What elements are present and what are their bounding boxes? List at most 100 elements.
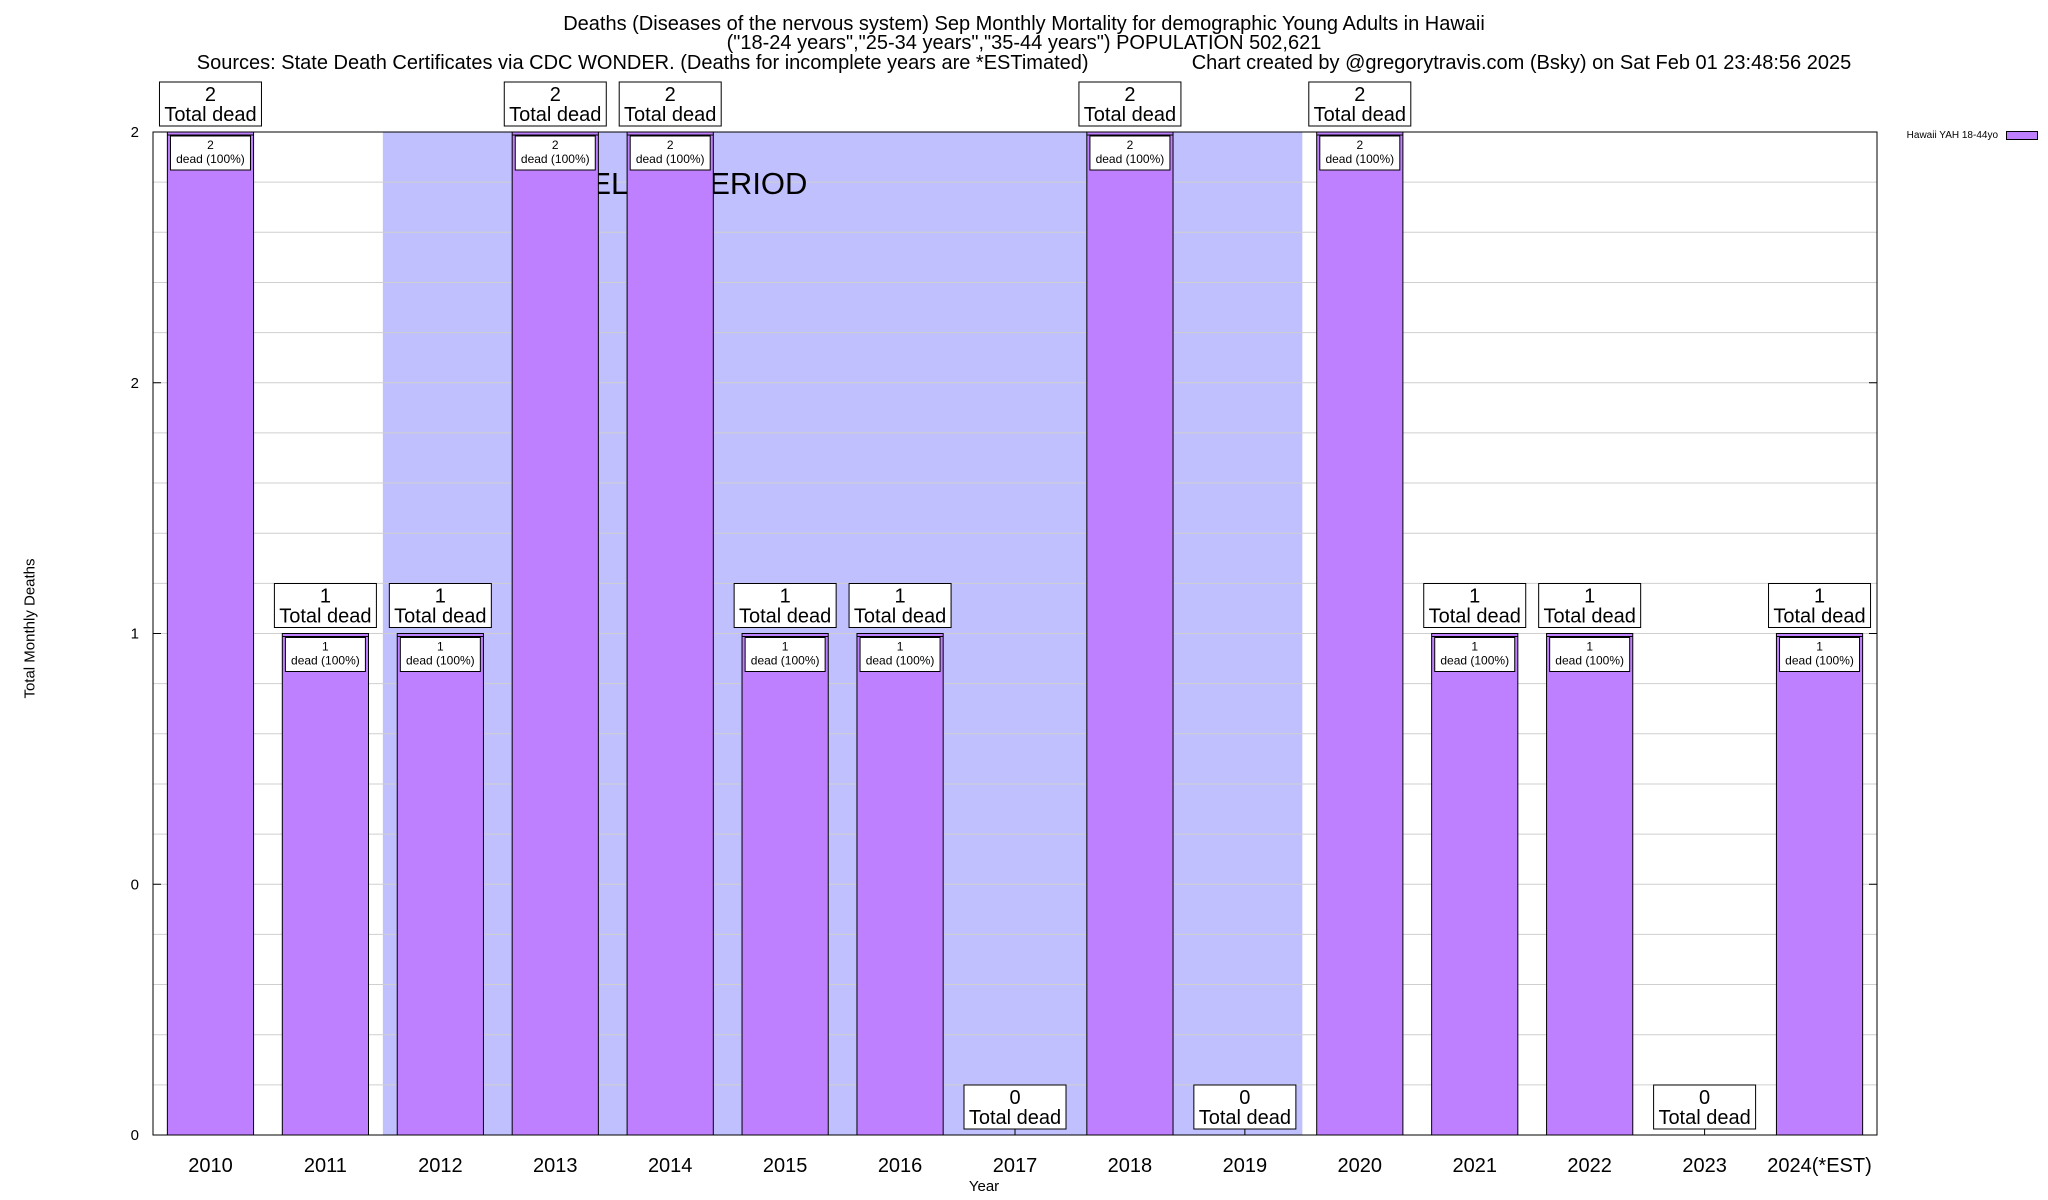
inner-label-box <box>1779 637 1861 672</box>
chart-sources: Sources: State Death Certificates via CD… <box>196 52 1089 74</box>
y-tick-label: 0 <box>131 1127 139 1144</box>
bar <box>1316 131 1404 1136</box>
top-label-box <box>1078 81 1182 127</box>
x-tick-label: 2024(*EST) <box>1767 1155 1872 1177</box>
bar <box>1775 633 1864 1136</box>
bar <box>856 633 944 1136</box>
top-label-text: Total dead <box>1084 104 1176 126</box>
top-label-box <box>1538 583 1642 628</box>
top-label-box <box>848 583 952 628</box>
top-label-box <box>1308 81 1412 127</box>
top-label-text: Total dead <box>739 606 831 628</box>
inner-label-box <box>744 637 826 672</box>
top-label-text: Total dead <box>1773 606 1865 628</box>
top-label-value: 2 <box>1354 84 1365 106</box>
top-label-box <box>618 81 722 127</box>
top-label-value: 0 <box>1009 1087 1020 1109</box>
x-tick-label: 2020 <box>1338 1155 1383 1177</box>
top-label-text: Total dead <box>394 606 486 628</box>
inner-label-box <box>399 637 481 672</box>
x-axis-label: Year <box>968 1178 1000 1195</box>
inner-label-box <box>629 135 711 171</box>
top-label-value: 1 <box>780 586 791 608</box>
inner-label-box <box>1434 637 1516 672</box>
top-label-value: 2 <box>550 84 561 106</box>
x-tick-label: 2011 <box>304 1155 347 1177</box>
x-tick-label: 2013 <box>533 1155 578 1177</box>
bar <box>281 633 369 1136</box>
top-label-text: Total dead <box>1544 606 1636 628</box>
inner-label-box <box>1319 135 1401 171</box>
bar <box>741 633 829 1136</box>
top-label-box <box>733 583 837 628</box>
top-label-text: Total dead <box>164 104 256 126</box>
bar <box>626 131 714 1136</box>
x-tick-label: 2019 <box>1223 1155 1268 1177</box>
y-tick-label: 1 <box>131 626 139 643</box>
inner-label-text: dead (100%) <box>291 654 360 668</box>
bar <box>1431 633 1519 1136</box>
top-label-text: Total dead <box>1314 104 1406 126</box>
top-label-value: 0 <box>1699 1087 1710 1109</box>
inner-label-box <box>284 637 366 672</box>
top-label-text: Total dead <box>1429 606 1521 628</box>
inner-label-text: dead (100%) <box>406 654 475 668</box>
inner-label-value: 2 <box>207 138 214 152</box>
top-label-box <box>273 583 377 628</box>
chart-title: Deaths (Diseases of the nervous system) … <box>563 13 1485 35</box>
inner-label-box <box>514 135 596 171</box>
inner-label-text: dead (100%) <box>176 152 245 166</box>
top-label-text: Total dead <box>509 104 601 126</box>
top-label-text: Total dead <box>854 606 946 628</box>
top-label-box <box>1768 583 1872 628</box>
top-label-box <box>1653 1084 1757 1130</box>
bar <box>396 633 484 1136</box>
y-tick-label: 0 <box>131 876 139 893</box>
x-tick-label: 2021 <box>1452 1155 1497 1177</box>
top-label-value: 1 <box>1814 586 1825 608</box>
inner-label-value: 1 <box>322 640 329 654</box>
chart-sources-credit: Sources: State Death Certificates via CD… <box>0 53 2048 73</box>
top-label-value: 1 <box>895 586 906 608</box>
inner-label-value: 1 <box>782 640 789 654</box>
inner-label-text: dead (100%) <box>521 152 590 166</box>
legend-label: Hawaii YAH 18-44yo <box>1906 130 1998 141</box>
top-label-value: 1 <box>1584 586 1595 608</box>
inner-label-text: dead (100%) <box>636 152 705 166</box>
inner-label-value: 1 <box>437 640 444 654</box>
bar <box>511 131 599 1136</box>
inner-label-text: dead (100%) <box>866 654 935 668</box>
inner-label-text: dead (100%) <box>1096 152 1165 166</box>
inner-label-text: dead (100%) <box>751 654 820 668</box>
inner-label-value: 1 <box>1816 640 1823 654</box>
x-tick-label: 2016 <box>878 1155 923 1177</box>
bar <box>166 131 255 1136</box>
top-label-text: Total dead <box>1199 1107 1291 1129</box>
legend-swatch <box>2006 131 2038 140</box>
x-tick-label: 2014 <box>648 1155 693 1177</box>
chart-credit: Chart created by @gregorytravis.com (Bsk… <box>1191 52 1852 74</box>
y-axis-label: Total Monthly Deaths <box>21 558 39 699</box>
y-tick-label: 2 <box>131 124 139 141</box>
top-label-box <box>503 81 607 127</box>
inner-label-text: dead (100%) <box>1440 654 1509 668</box>
inner-label-value: 2 <box>1127 138 1134 152</box>
top-label-value: 1 <box>320 586 331 608</box>
inner-label-box <box>1089 135 1171 171</box>
top-label-text: Total dead <box>969 1107 1061 1129</box>
top-label-value: 1 <box>1469 586 1480 608</box>
inner-label-value: 2 <box>552 138 559 152</box>
inner-label-text: dead (100%) <box>1325 152 1394 166</box>
bar <box>1086 131 1174 1136</box>
top-label-value: 0 <box>1239 1087 1250 1109</box>
top-label-text: Total dead <box>624 104 716 126</box>
top-label-value: 1 <box>435 586 446 608</box>
top-label-box <box>963 1084 1067 1130</box>
chart-subtitle: ("18-24 years","25-34 years","35-44 year… <box>726 32 1322 54</box>
top-label-text: Total dead <box>1658 1107 1750 1129</box>
x-tick-label: 2018 <box>1108 1155 1153 1177</box>
inner-label-value: 1 <box>1586 640 1593 654</box>
inner-label-box <box>169 135 251 171</box>
x-tick-label: 2017 <box>993 1155 1038 1177</box>
